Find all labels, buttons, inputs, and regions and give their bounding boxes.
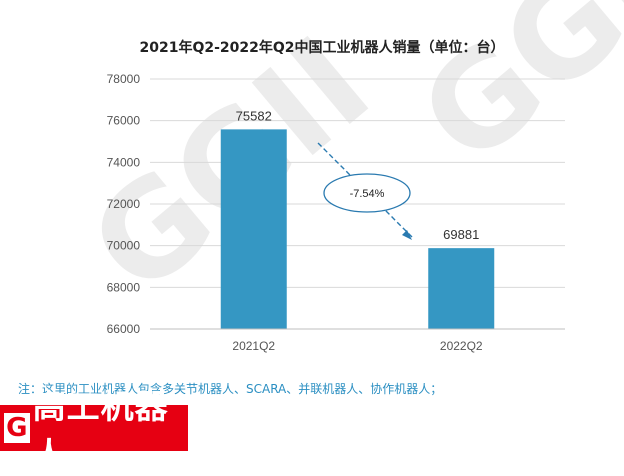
x-tick-label: 2021Q2 (232, 339, 275, 353)
footnote: 注：这里的工业机器人包含多关节机器人、SCARA、并联机器人、协作机器人； (18, 382, 443, 396)
bars: 75582 69881 (220, 108, 495, 329)
data-label: 75582 (236, 108, 272, 123)
data-label: 69881 (443, 227, 479, 242)
trend-arrow-head (402, 230, 412, 240)
brand-name: 高工机器人 (32, 387, 169, 474)
y-axis: 66000 68000 70000 72000 74000 76000 78000 (107, 72, 141, 336)
watermark-text-2: GGII (392, 0, 624, 194)
change-label: -7.54% (350, 188, 385, 200)
change-annotation: -7.54% (317, 142, 413, 240)
chart: GGII GGII 2021年Q2-2022年Q2中国工业机器人销量（单位：台）… (62, 0, 624, 353)
brand-logo: G 高工机器人 (0, 387, 188, 474)
x-tick-label: 2022Q2 (440, 339, 483, 353)
y-tick-label: 78000 (107, 72, 141, 86)
y-tick-label: 70000 (107, 239, 141, 253)
change-bubble (323, 173, 411, 213)
bar-2022Q2 (428, 248, 495, 329)
bar-2021Q2 (220, 129, 287, 329)
chart-title: 2021年Q2-2022年Q2中国工业机器人销量（单位：台） (139, 39, 504, 56)
y-tick-label: 66000 (107, 322, 141, 336)
brand-letter: G (4, 413, 30, 443)
x-axis: 2021Q2 2022Q2 (150, 328, 565, 353)
y-tick-label: 76000 (107, 114, 141, 128)
y-tick-label: 72000 (107, 197, 141, 211)
y-tick-label: 68000 (107, 280, 141, 294)
y-tick-label: 74000 (107, 155, 141, 169)
